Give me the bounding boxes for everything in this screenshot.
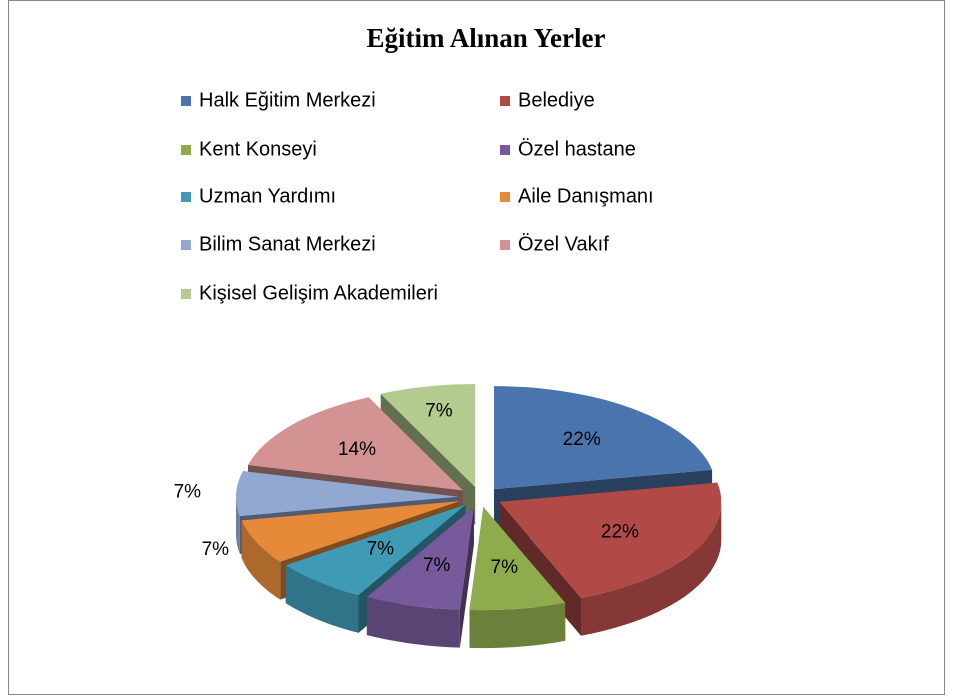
- data-label: 7%: [367, 538, 395, 559]
- slice-wall: [285, 565, 359, 633]
- slice: [285, 504, 466, 595]
- slice: [499, 482, 722, 598]
- legend-swatch: [181, 289, 191, 299]
- data-label: 22%: [601, 522, 639, 543]
- slice: [248, 397, 463, 491]
- data-label: 22%: [563, 429, 601, 450]
- slice-wall: [236, 496, 240, 554]
- slice: [494, 386, 713, 490]
- slice-wall: [581, 501, 722, 636]
- legend-label: Aile Danışmanı: [518, 185, 654, 207]
- legend-label: Kişisel Gelişim Akademileri: [199, 282, 438, 304]
- slice-wall: [469, 602, 566, 649]
- legend: Halk Eğitim Merkezi Belediye Kent Konseyi Ö…: [181, 89, 654, 304]
- slice-wall: [241, 520, 281, 600]
- legend-swatch: [181, 96, 191, 106]
- slice: [380, 384, 476, 487]
- legend-swatch: [181, 145, 191, 155]
- data-label: 7%: [423, 555, 451, 576]
- legend-label: Bilim Sanat Merkezi: [199, 233, 376, 255]
- legend-swatch: [500, 240, 510, 250]
- data-label: 7%: [202, 539, 230, 560]
- data-label: 7%: [491, 557, 519, 578]
- slice: [236, 471, 458, 516]
- legend-label: Kent Konseyi: [199, 138, 317, 160]
- data-label: 14%: [338, 439, 376, 460]
- legend-label: Uzman Yardımı: [199, 185, 336, 207]
- slice: [366, 506, 474, 610]
- data-labels: 22% 22% 7% 7% 7% 7% 7% 14% 7%: [174, 401, 639, 578]
- legend-swatch: [181, 240, 191, 250]
- pie: [236, 384, 722, 649]
- slice: [241, 501, 460, 562]
- slice: [469, 507, 566, 611]
- legend-swatch: [500, 145, 510, 155]
- legend-label: Belediye: [518, 89, 595, 111]
- legend-label: Özel Vakıf: [518, 233, 609, 255]
- legend-swatch: [181, 192, 191, 202]
- slice-wall: [366, 597, 460, 648]
- legend-swatch: [500, 192, 510, 202]
- data-label: 7%: [425, 401, 453, 422]
- legend-label: Özel hastane: [518, 138, 636, 160]
- legend-swatch: [500, 96, 510, 106]
- data-label: 7%: [174, 482, 202, 503]
- chart-title: Eğitim Alınan Yerler: [367, 23, 606, 53]
- legend-label: Halk Eğitim Merkezi: [199, 89, 376, 111]
